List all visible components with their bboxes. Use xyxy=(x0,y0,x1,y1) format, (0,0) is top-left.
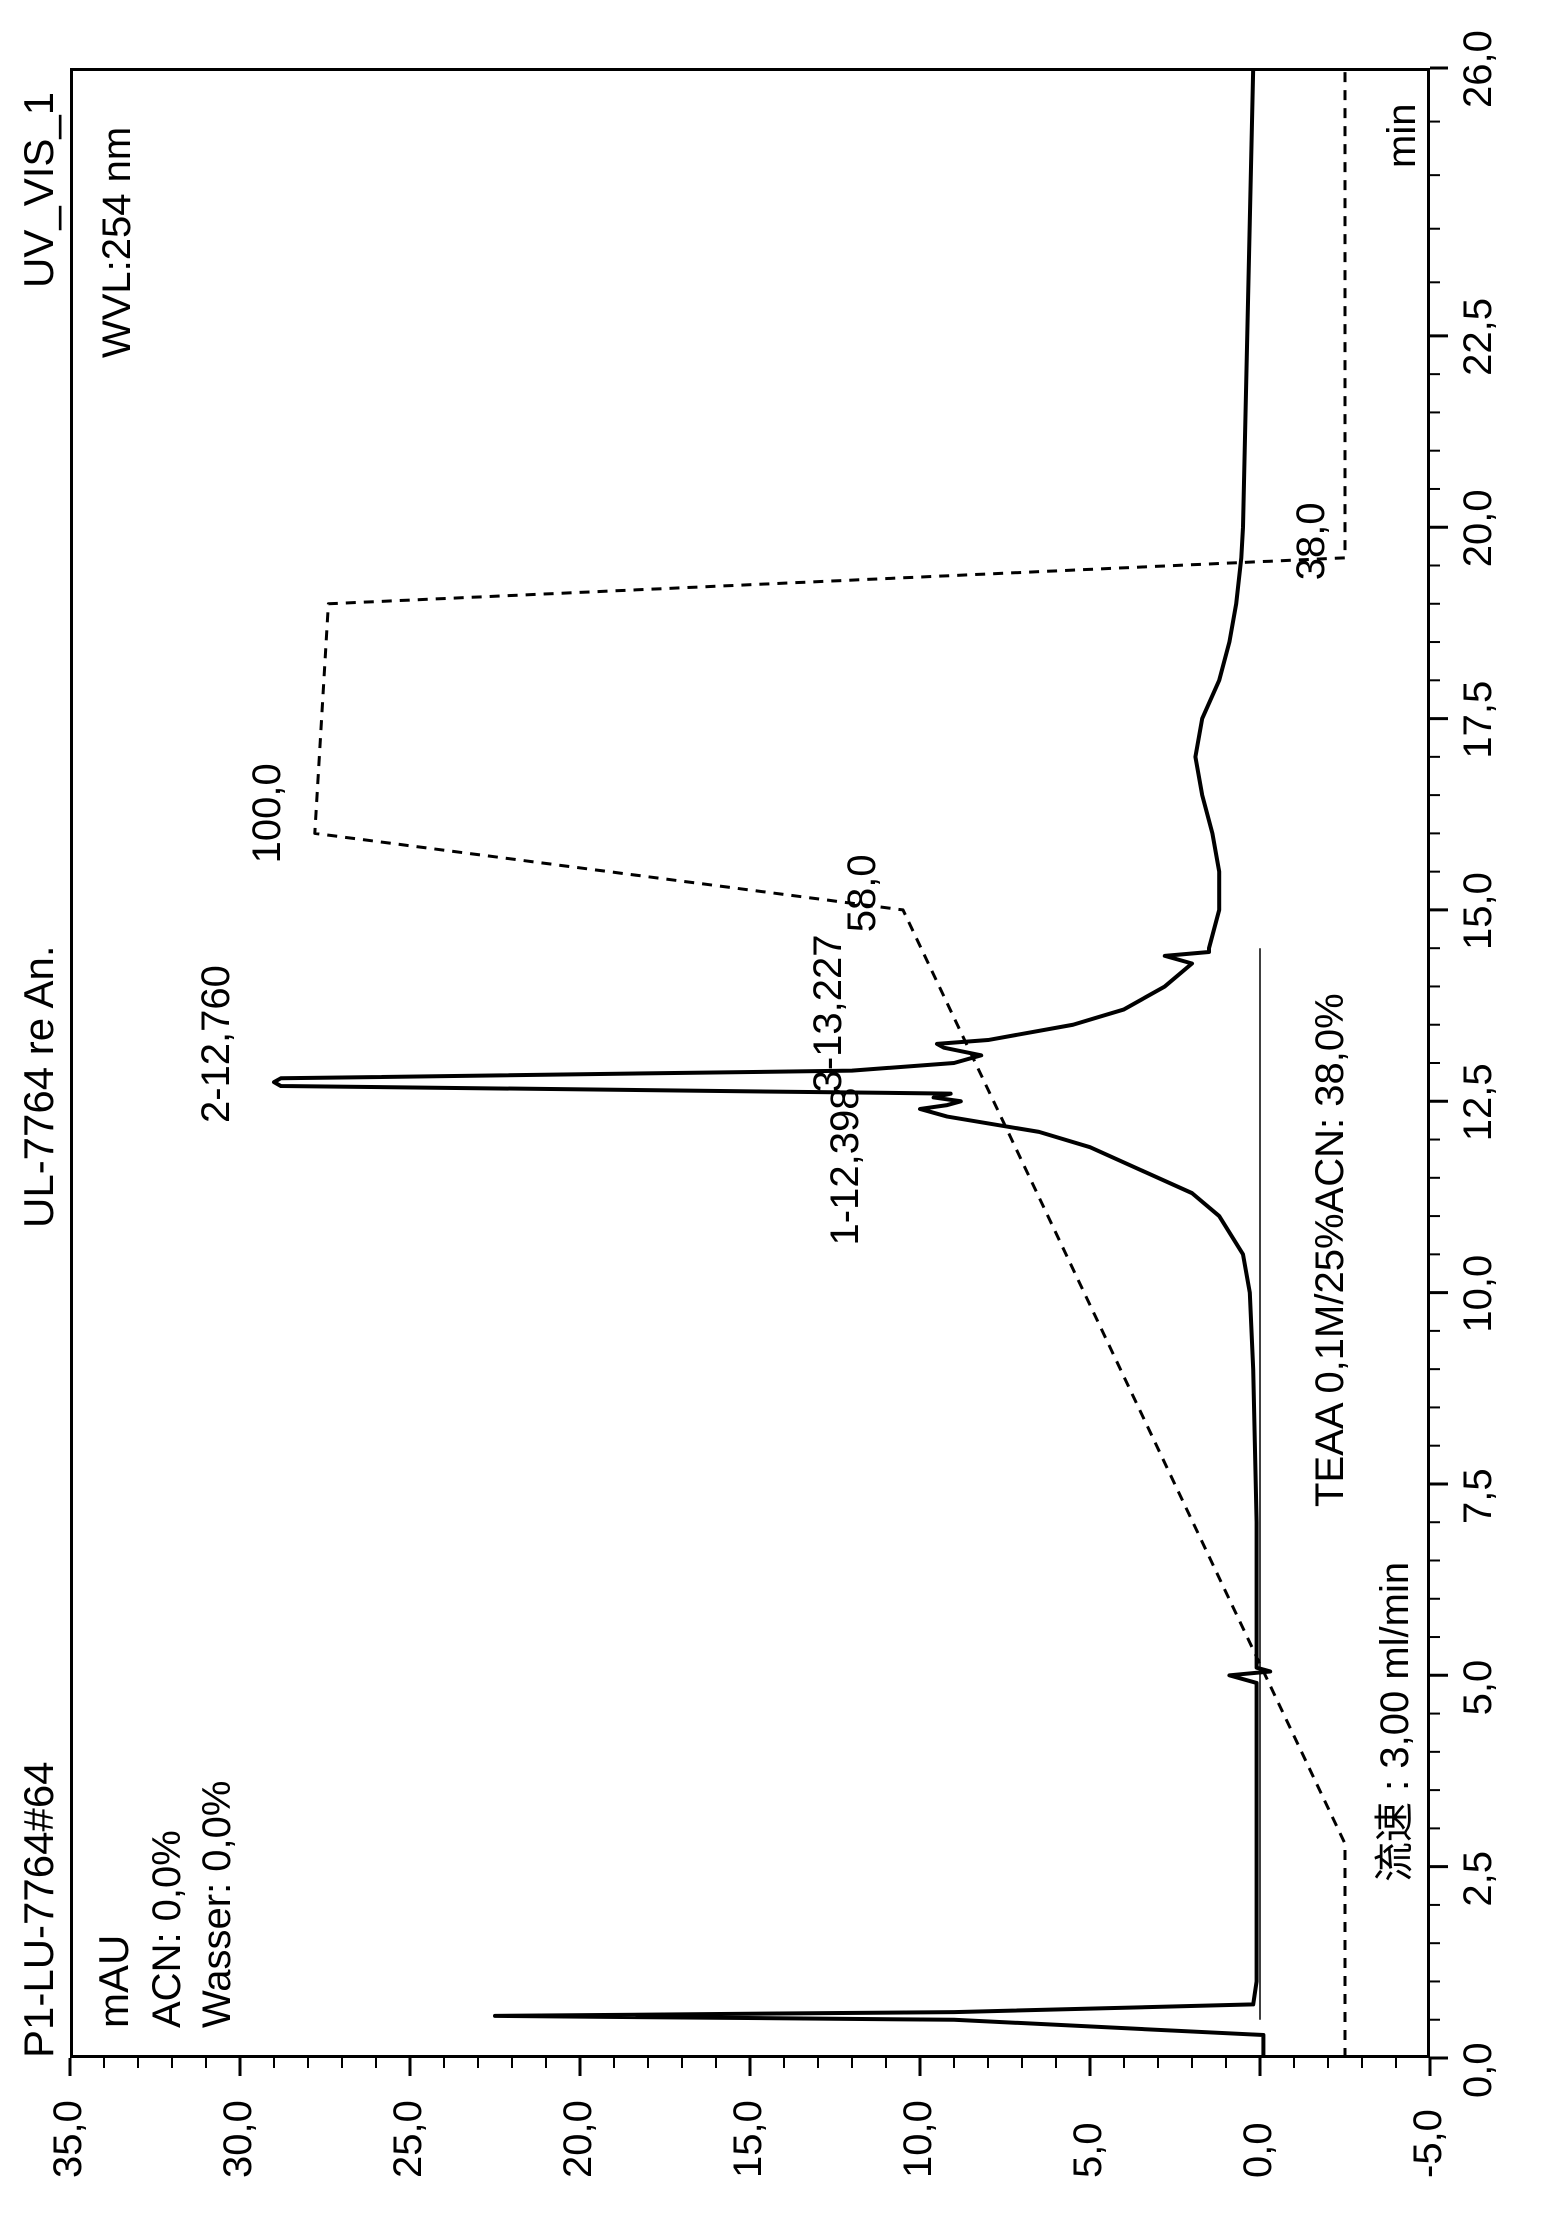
x-tick-label: 22,5 xyxy=(1456,298,1501,376)
x-tick-label: 12,5 xyxy=(1456,1063,1501,1141)
y-unit-label: mAU xyxy=(90,1935,138,2028)
gradient-label: 38,0 xyxy=(1289,502,1334,580)
y-tick-label: 5,0 xyxy=(1066,2122,1111,2178)
x-tick-label: 2,5 xyxy=(1456,1851,1501,1907)
x-tick-label: 15,0 xyxy=(1456,872,1501,950)
gradient-label: 58,0 xyxy=(840,854,885,932)
x-tick-label: 26,0 xyxy=(1456,30,1501,108)
y-tick-label: 35,0 xyxy=(46,2100,91,2178)
chromatogram-chart: P1-LU-7764#64 UL-7764 re An. UV_VIS_1 mA… xyxy=(0,0,1560,2228)
y-tick-label: 10,0 xyxy=(896,2100,941,2178)
y-tick-label: 20,0 xyxy=(556,2100,601,2178)
x-tick-label: 20,0 xyxy=(1456,489,1501,567)
gradient-label: 100,0 xyxy=(245,763,290,863)
x-unit-label: min xyxy=(1380,104,1425,168)
x-tick-label: 10,0 xyxy=(1456,1255,1501,1333)
acn-label: ACN: 0,0% xyxy=(145,1830,190,2028)
y-tick-label: 30,0 xyxy=(216,2100,261,2178)
peak-label: 2-12,760 xyxy=(194,965,239,1123)
flow-label: 流速 : 3,00 ml/min xyxy=(1362,1562,1420,1882)
y-tick-label: 25,0 xyxy=(386,2100,431,2178)
wvl-label: WVL:254 nm xyxy=(95,127,140,358)
y-tick-label: 15,0 xyxy=(726,2100,771,2178)
x-tick-label: 0,0 xyxy=(1456,2042,1501,2098)
wasser-label: Wasser: 0,0% xyxy=(195,1781,240,2028)
x-tick-label: 7,5 xyxy=(1456,1468,1501,1524)
teaa-label: TEAA 0,1M/25%ACN: 38,0% xyxy=(1308,993,1353,1507)
y-tick-label: 0,0 xyxy=(1236,2122,1281,2178)
peak-label: 1-12,398 xyxy=(823,1088,868,1246)
x-tick-label: 5,0 xyxy=(1456,1660,1501,1716)
x-tick-label: 17,5 xyxy=(1456,681,1501,759)
y-tick-label: -5,0 xyxy=(1406,2109,1451,2178)
peak-label: 3-13,227 xyxy=(806,934,851,1092)
